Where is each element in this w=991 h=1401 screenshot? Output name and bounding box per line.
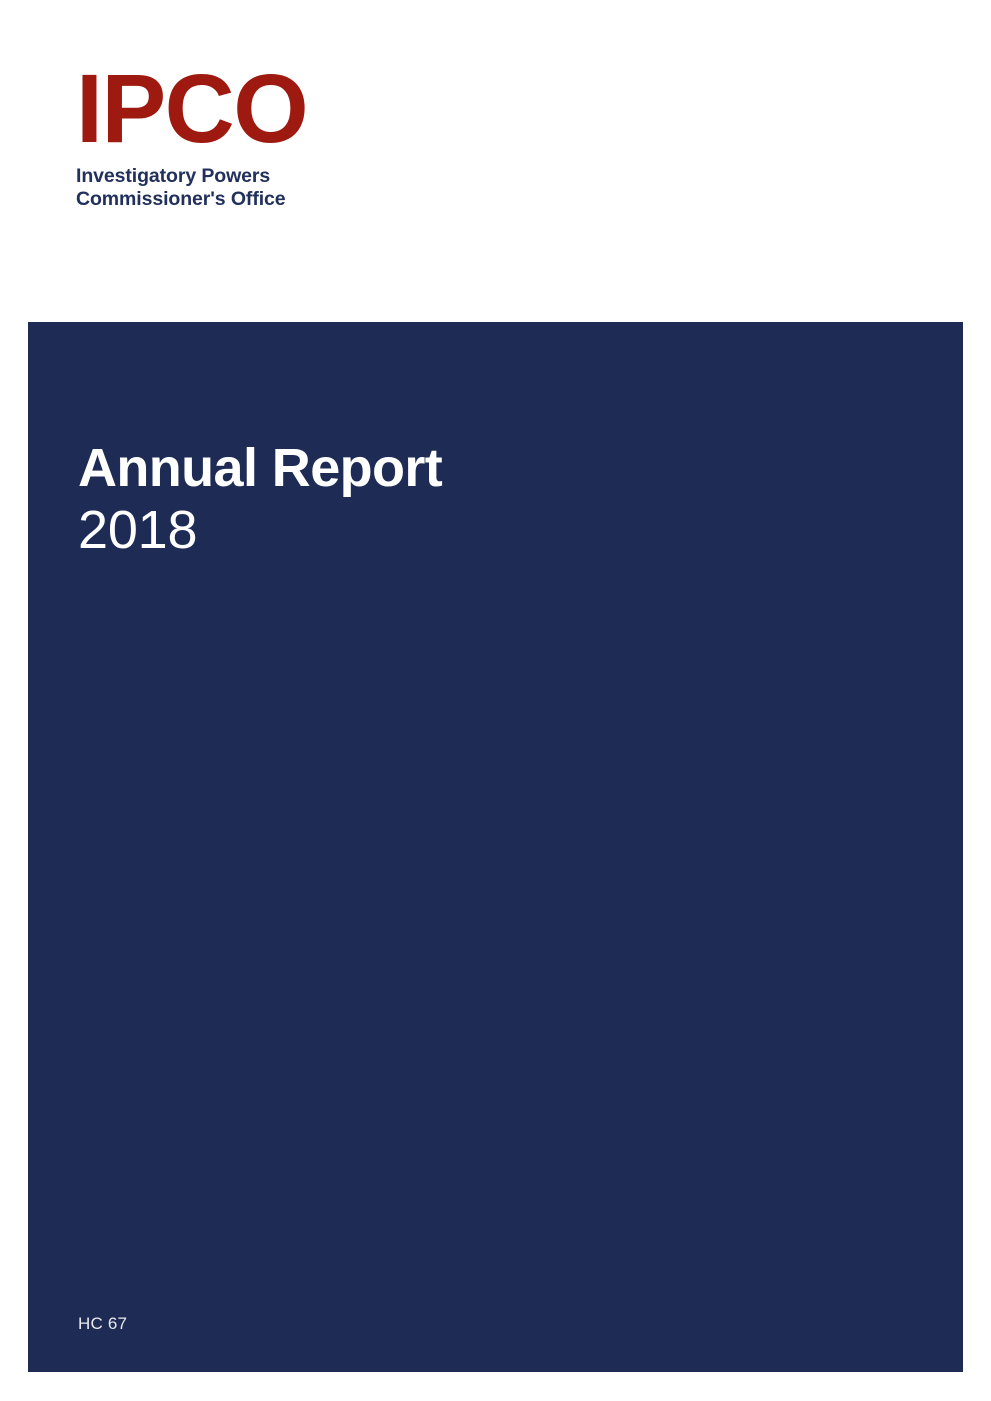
ipco-logo: IPCO Investigatory Powers Commissioner's… — [76, 54, 496, 211]
page-title: Annual Report — [78, 438, 443, 498]
document-reference-number: HC 67 — [78, 1313, 128, 1333]
cover-panel: Annual Report 2018 HC 67 — [28, 322, 963, 1372]
page-subtitle-year: 2018 — [78, 499, 198, 560]
logo-acronym-text: IPCO — [76, 54, 309, 163]
logo-wordmark-line-1: Investigatory Powers — [76, 165, 271, 188]
cover-title-group: Annual Report 2018 — [78, 438, 778, 561]
logo-wordmark: Investigatory Powers Commissioner's Offi… — [76, 165, 496, 211]
logo-wordmark-line-2: Commissioner's Office — [76, 188, 286, 211]
